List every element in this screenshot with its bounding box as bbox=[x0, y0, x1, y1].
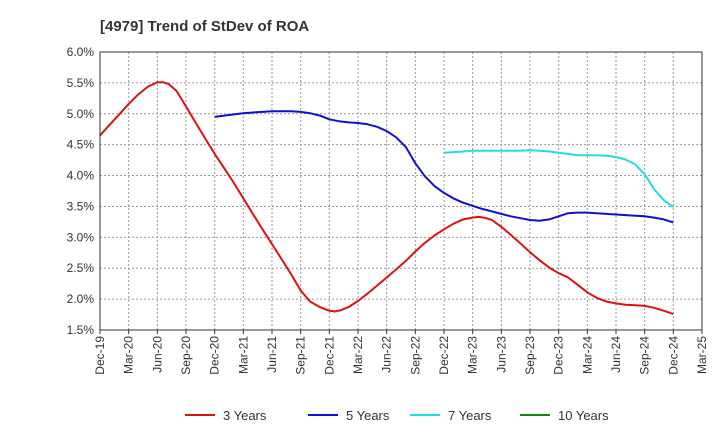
y-tick-label: 3.0% bbox=[67, 230, 95, 244]
legend-label: 5 Years bbox=[346, 408, 390, 423]
chart-title: [4979] Trend of StDev of ROA bbox=[100, 18, 309, 35]
x-tick-label: Mar-22 bbox=[351, 336, 365, 374]
y-tick-label: 4.5% bbox=[67, 138, 95, 152]
x-tick-label: Sep-21 bbox=[294, 336, 308, 375]
plot-border bbox=[99, 51, 703, 331]
series-line-5-years bbox=[214, 110, 674, 224]
y-tick-label: 2.5% bbox=[67, 261, 95, 275]
x-tick-label: Dec-23 bbox=[552, 336, 566, 375]
x-tick-label: Sep-23 bbox=[523, 336, 537, 375]
y-tick-label: 5.0% bbox=[67, 107, 95, 121]
x-tick-label: Mar-24 bbox=[580, 336, 594, 374]
x-tick-label: Jun-23 bbox=[494, 336, 508, 373]
x-tick-label: Mar-25 bbox=[695, 336, 709, 374]
series-lines bbox=[99, 81, 674, 315]
legend-label: 10 Years bbox=[558, 408, 609, 423]
y-tick-label: 1.5% bbox=[67, 323, 95, 337]
series-line-3-years bbox=[99, 81, 674, 315]
x-tick-label: Jun-22 bbox=[380, 336, 394, 373]
plot-area bbox=[99, 51, 703, 331]
x-tick-label: Jun-21 bbox=[265, 336, 279, 373]
legend-label: 3 Years bbox=[223, 408, 267, 423]
y-axis-ticks: 6.0% 5.5% 5.0% 4.5% 4.0% 3.5% 3.0% 2.5% 2.0% 1.5% bbox=[67, 45, 95, 337]
legend: 3 Years 5 Years 7 Years 10 Years bbox=[185, 408, 609, 423]
x-tick-label: Mar-20 bbox=[122, 336, 136, 374]
x-tick-label: Jun-24 bbox=[609, 336, 623, 373]
x-tick-label: Dec-22 bbox=[437, 336, 451, 375]
x-tick-label: Dec-20 bbox=[208, 336, 222, 375]
x-tick-label: Jun-20 bbox=[150, 336, 164, 373]
x-tick-label: Dec-19 bbox=[93, 336, 107, 375]
x-tick-label: Mar-23 bbox=[466, 336, 480, 374]
x-tick-label: Dec-21 bbox=[322, 336, 336, 375]
x-axis-ticks: Dec-19 Mar-20 Jun-20 Sep-20 Dec-20 Mar-21 Jun-… bbox=[93, 330, 709, 375]
x-tick-label: Dec-24 bbox=[666, 336, 680, 375]
y-tick-label: 3.5% bbox=[67, 199, 95, 213]
x-tick-label: Sep-20 bbox=[179, 336, 193, 375]
y-tick-label: 5.5% bbox=[67, 76, 95, 90]
series-line-7-years bbox=[443, 149, 674, 208]
y-tick-label: 4.0% bbox=[67, 169, 95, 183]
x-tick-label: Sep-24 bbox=[638, 336, 652, 375]
legend-label: 7 Years bbox=[448, 408, 492, 423]
x-tick-label: Sep-22 bbox=[408, 336, 422, 375]
y-tick-label: 2.0% bbox=[67, 292, 95, 306]
x-tick-label: Mar-21 bbox=[236, 336, 250, 374]
y-tick-label: 6.0% bbox=[67, 45, 95, 59]
